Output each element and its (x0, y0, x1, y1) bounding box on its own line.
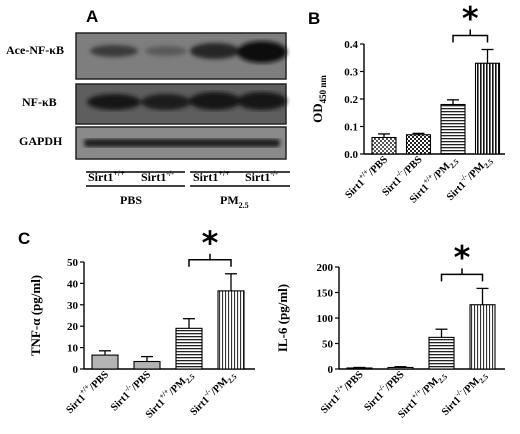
blot-strip-gapdh (75, 126, 287, 160)
significance-star: * (454, 238, 471, 276)
bar (346, 367, 373, 370)
blot-row-label-nfkb: NF-κB (22, 95, 57, 109)
x-category-label: Sirt1-/-/PBS (360, 366, 407, 413)
lane-label-4: Sirt1-/- (245, 169, 278, 184)
y-tick-label: 50 (322, 339, 334, 351)
blot-strip-nfkb (75, 83, 287, 125)
significance-bracket (452, 29, 489, 43)
bar (217, 290, 245, 370)
y-tick-label: 0.1 (344, 122, 358, 134)
bar (474, 62, 501, 155)
y-tick-label: 0.2 (344, 94, 358, 106)
bar (405, 134, 432, 155)
x-category-label: Sirt1-/-/PM2.5 (186, 366, 239, 419)
y-axis-label: IL-6 (pg/ml) (275, 284, 290, 352)
lane-label-1: Sirt1+/+ (88, 169, 125, 184)
panel-a: A Ace-NF-κB NF-κB GAPDH (6, 7, 290, 210)
group-label-pm25: PM2.5 (220, 193, 249, 210)
lane-label-2: Sirt1-/- (141, 169, 174, 184)
y-tick-label: 30 (67, 300, 79, 312)
x-category-label: Sirt1+/+/PBS (62, 366, 112, 416)
blot-row-label-gapdh: GAPDH (19, 134, 63, 148)
panel-letter-a: A (86, 7, 98, 26)
bar (440, 103, 466, 155)
y-tick-label: 0 (328, 364, 334, 376)
y-axis-label: TNF-α (pg/ml) (28, 275, 43, 356)
y-tick-label: 0 (73, 364, 79, 376)
bar (371, 136, 397, 155)
y-axis-label: OD450 nm (310, 75, 328, 123)
bar (387, 366, 414, 370)
x-category-label: Sirt1-/-/PBS (106, 366, 153, 413)
y-tick-label: 50 (67, 257, 79, 269)
x-category-label: Sirt1-/-/PM2.5 (442, 151, 495, 204)
significance-star: * (202, 224, 219, 262)
significance-star: * (462, 0, 479, 38)
y-tick-label: 10 (67, 343, 79, 355)
y-tick-label: 200 (317, 262, 334, 274)
y-tick-label: 20 (67, 321, 79, 333)
x-category-label: Sirt1+/+/PBS (316, 366, 366, 416)
bar (133, 360, 161, 370)
significance-bracket (440, 268, 484, 282)
bar (428, 336, 455, 370)
significance-bracket (188, 253, 232, 267)
y-tick-label: 150 (317, 288, 334, 300)
group-label-pbs: PBS (120, 193, 142, 207)
y-tick-label: 0.4 (344, 39, 358, 51)
blot-lane-labels: Sirt1+/+ Sirt1-/- Sirt1+/+ Sirt1-/- PBS … (86, 169, 290, 210)
x-category-label: Sirt1-/-/PM2.5 (437, 366, 490, 419)
panel-letter-b: B (308, 9, 320, 28)
y-tick-label: 40 (67, 278, 79, 290)
blot-row-label-ace-nfkb: Ace-NF-κB (6, 43, 64, 57)
y-tick-label: 100 (317, 313, 334, 325)
blot-strip-ace-nfkb (75, 32, 287, 80)
bar (469, 304, 496, 370)
y-tick-label: 0.0 (344, 149, 358, 161)
bar (91, 354, 119, 370)
y-tick-label: 0.3 (344, 67, 358, 79)
bar (175, 327, 203, 370)
panel-letter-c: C (18, 229, 30, 248)
lane-label-3: Sirt1+/+ (193, 169, 230, 184)
